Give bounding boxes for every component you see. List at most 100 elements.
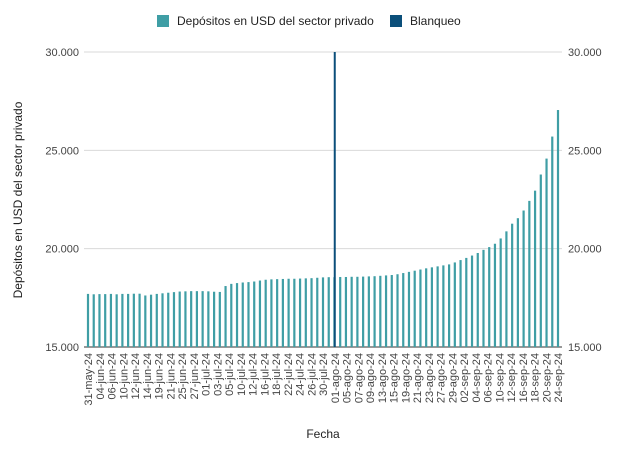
x-tick-label: 15-ago-24 [389, 353, 401, 403]
y-axis-title: Depósitos en USD del sector privado [11, 101, 25, 298]
bar [396, 274, 399, 347]
bar [453, 262, 456, 347]
bar [533, 190, 537, 347]
bar [224, 286, 227, 347]
bar [402, 273, 405, 347]
x-tick-label: 10-jun-24 [118, 353, 130, 399]
x-tick-label: 31-may-24 [83, 353, 95, 406]
bar [362, 276, 365, 347]
bar [339, 276, 342, 347]
x-tick-label: 14-jun-24 [142, 353, 154, 399]
bar [98, 294, 101, 347]
bar [407, 271, 411, 347]
bar [184, 291, 187, 347]
bar [327, 277, 330, 347]
bar [528, 200, 531, 347]
bar [281, 278, 284, 347]
x-tick-label: 19-ago-24 [400, 353, 412, 403]
x-tick-label: 19-jun-24 [154, 353, 166, 399]
x-tick-label: 23-ago-24 [424, 353, 436, 403]
bar [235, 283, 239, 347]
bar [276, 279, 279, 347]
bar [218, 291, 221, 347]
x-tick-label: 04-jun-24 [95, 353, 107, 399]
y-axis-right: 15.000 20.000 25.000 30.000 [568, 47, 602, 354]
bar [172, 292, 176, 347]
bar [270, 279, 273, 347]
x-tick-label: 01-ago-24 [330, 353, 342, 403]
bar [253, 281, 256, 347]
bar [350, 276, 353, 347]
x-tick-label: 02-sep-24 [459, 353, 471, 403]
x-tick-label: 12-jul-24 [248, 353, 260, 396]
bar [419, 269, 422, 347]
y-tick-label-left: 30.000 [45, 47, 79, 59]
bar [476, 252, 479, 347]
y-tick-label-left: 20.000 [45, 244, 79, 256]
bar [201, 291, 204, 347]
x-tick-label: 24-jul-24 [295, 353, 307, 396]
bar [212, 291, 216, 347]
x-tick-label: 21-jun-24 [165, 353, 177, 399]
bar [127, 293, 130, 347]
x-tick-label: 25-jun-24 [177, 353, 189, 399]
x-tick-label: 18-sep-24 [530, 353, 542, 403]
y-tick-label-right: 15.000 [568, 342, 602, 354]
bar-series [86, 110, 560, 348]
x-tick-label: 27-ago-24 [436, 353, 448, 403]
bar [551, 136, 554, 347]
bar [104, 294, 107, 347]
x-tick-label: 10-sep-24 [494, 353, 506, 403]
bar [373, 276, 376, 347]
x-tick-label: 06-jun-24 [107, 353, 119, 399]
x-tick-label: 09-ago-24 [365, 353, 377, 403]
bar [298, 278, 302, 347]
x-tick-label: 06-sep-24 [483, 353, 495, 403]
bar [516, 218, 519, 347]
bar [493, 243, 497, 347]
x-tick-label: 07-ago-24 [353, 353, 365, 403]
bar [264, 279, 267, 347]
x-axis: 31-may-24 04-jun-24 06-jun-24 10-jun-24 12-j… [83, 353, 565, 406]
bar [316, 277, 319, 347]
bar [258, 280, 262, 347]
bar [522, 210, 525, 347]
bar [447, 264, 451, 347]
bar [367, 276, 370, 347]
bar [155, 293, 158, 347]
x-tick-label: 21-ago-24 [412, 353, 424, 403]
bar [390, 275, 393, 347]
x-tick-label: 05-jul-24 [224, 353, 236, 396]
x-axis-title: Fecha [306, 427, 340, 441]
bar [545, 158, 548, 347]
bar [247, 282, 250, 347]
bar [499, 238, 502, 347]
bar [304, 278, 307, 347]
bar [161, 293, 164, 347]
bar [195, 291, 199, 347]
bar [109, 293, 113, 347]
bar [470, 255, 474, 347]
x-tick-label: 20-sep-24 [541, 353, 553, 403]
bar [321, 277, 325, 347]
y-tick-label-left: 25.000 [45, 145, 79, 157]
y-tick-label-left: 15.000 [45, 342, 79, 354]
bar [413, 270, 416, 347]
bar [115, 294, 118, 347]
bar [505, 231, 508, 347]
bar [436, 266, 439, 347]
y-axis-left: 15.000 20.000 25.000 30.000 [45, 47, 79, 354]
bar [482, 249, 485, 347]
x-tick-label: 26-jul-24 [306, 353, 318, 396]
bar [230, 283, 233, 347]
x-tick-label: 12-jun-24 [130, 353, 142, 399]
legend: Depósitos en USD del sector privado Blanq… [157, 14, 461, 28]
bar [178, 291, 181, 347]
bar [344, 276, 348, 347]
bar [384, 275, 388, 347]
bar [132, 293, 135, 347]
bar [379, 275, 382, 347]
bar [121, 293, 124, 347]
bar [425, 268, 428, 347]
